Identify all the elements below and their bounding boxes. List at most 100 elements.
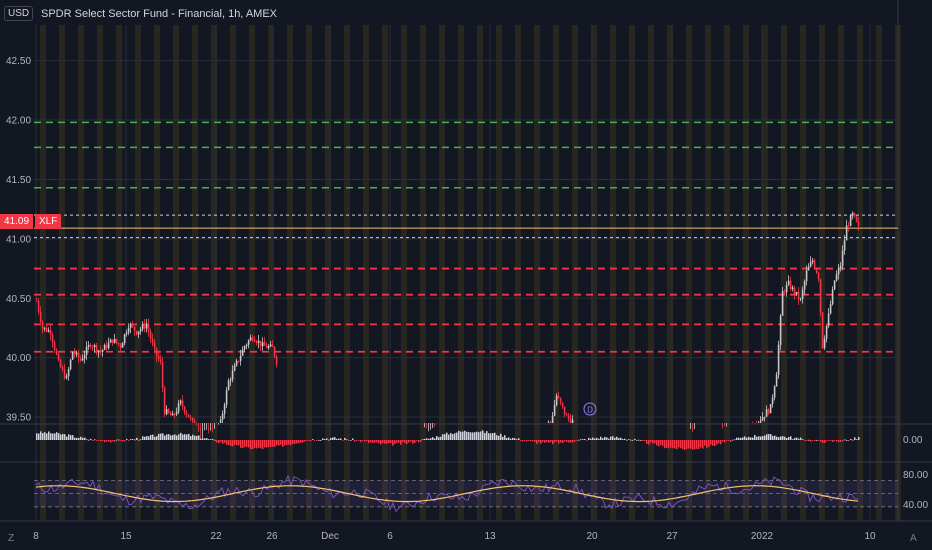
macd-bar bbox=[732, 439, 734, 441]
macd-bar bbox=[56, 432, 58, 440]
price-tick-label: 39.50 bbox=[6, 413, 31, 424]
candle-body bbox=[73, 352, 76, 355]
macd-bar bbox=[846, 439, 848, 441]
macd-bar bbox=[428, 438, 430, 440]
macd-bar bbox=[100, 440, 102, 442]
macd-bar bbox=[662, 440, 664, 446]
candle-body bbox=[107, 342, 110, 349]
macd-bar bbox=[116, 439, 118, 441]
auto-scale-button[interactable]: A bbox=[910, 533, 917, 544]
macd-bar bbox=[574, 440, 576, 442]
rsi-axis-label: 40.00 bbox=[903, 500, 928, 511]
macd-bar bbox=[618, 438, 620, 440]
macd-bar bbox=[820, 440, 822, 442]
macd-bar bbox=[90, 438, 92, 440]
macd-bar bbox=[234, 440, 236, 445]
currency-badge[interactable]: USD bbox=[4, 6, 34, 21]
macd-bar bbox=[512, 437, 514, 440]
candle-body bbox=[793, 287, 796, 295]
candle-body bbox=[81, 358, 84, 361]
candle-body bbox=[191, 417, 194, 421]
candle-body bbox=[797, 291, 800, 300]
macd-bar bbox=[168, 434, 170, 440]
macd-bar bbox=[858, 437, 860, 440]
macd-bar bbox=[818, 440, 820, 441]
macd-bar bbox=[738, 437, 740, 440]
macd-bar bbox=[522, 440, 524, 442]
macd-bar bbox=[580, 439, 582, 441]
macd-bar bbox=[502, 436, 504, 440]
session-band bbox=[515, 25, 521, 520]
candle-body bbox=[231, 370, 234, 380]
macd-bar bbox=[402, 440, 404, 443]
macd-bar bbox=[350, 439, 352, 441]
candle-body bbox=[159, 359, 162, 362]
macd-bar bbox=[676, 440, 678, 450]
candle-body bbox=[251, 337, 254, 340]
macd-bar bbox=[838, 440, 840, 443]
macd-bar bbox=[202, 438, 204, 440]
macd-bar bbox=[236, 440, 238, 446]
session-band bbox=[743, 25, 749, 520]
macd-bar bbox=[206, 438, 208, 440]
macd-bar bbox=[66, 436, 68, 440]
macd-bar bbox=[430, 438, 432, 440]
macd-bar bbox=[258, 440, 260, 448]
macd-bar bbox=[836, 440, 838, 442]
macd-bar bbox=[354, 440, 356, 442]
session-band bbox=[572, 25, 578, 520]
candle-body bbox=[189, 417, 192, 419]
candle-body bbox=[141, 324, 144, 330]
macd-bar bbox=[390, 440, 392, 443]
macd-bar bbox=[570, 440, 572, 443]
macd-bar bbox=[550, 440, 552, 443]
macd-bar bbox=[328, 439, 330, 441]
candle-body bbox=[227, 380, 230, 391]
candle-body bbox=[151, 338, 154, 343]
macd-bar bbox=[616, 436, 618, 440]
macd-bar bbox=[542, 440, 544, 442]
macd-bar bbox=[552, 440, 554, 445]
candle-body bbox=[83, 355, 86, 359]
session-band bbox=[249, 25, 255, 520]
candle-body bbox=[157, 356, 160, 360]
macd-bar bbox=[120, 440, 122, 441]
macd-bar bbox=[252, 440, 254, 450]
candle-body bbox=[845, 225, 848, 241]
macd-bar bbox=[368, 440, 370, 444]
macd-bar bbox=[50, 433, 52, 440]
macd-bar bbox=[594, 438, 596, 440]
session-band bbox=[78, 25, 84, 520]
macd-bar bbox=[644, 440, 646, 442]
macd-bar bbox=[410, 440, 412, 442]
macd-bar bbox=[784, 436, 786, 440]
macd-bar bbox=[854, 437, 856, 440]
candle-body bbox=[115, 338, 118, 343]
candle-body bbox=[243, 346, 246, 350]
session-band bbox=[97, 25, 103, 520]
session-band bbox=[325, 25, 331, 520]
macd-bar bbox=[496, 435, 498, 440]
macd-bar bbox=[194, 435, 196, 440]
macd-bar bbox=[118, 439, 120, 441]
macd-bar bbox=[42, 432, 44, 440]
rsi-panel bbox=[34, 474, 898, 513]
candle-body bbox=[59, 360, 62, 368]
macd-bar bbox=[704, 440, 706, 446]
macd-bar bbox=[198, 435, 200, 440]
macd-bar bbox=[554, 440, 556, 443]
macd-bar bbox=[510, 438, 512, 440]
candle-body bbox=[63, 369, 66, 379]
macd-bar bbox=[672, 440, 674, 449]
zoom-button[interactable]: Z bbox=[8, 533, 15, 544]
macd-bar bbox=[242, 440, 244, 449]
candle-body bbox=[129, 324, 132, 328]
session-band bbox=[230, 25, 236, 520]
session-band bbox=[173, 25, 179, 520]
session-band bbox=[192, 25, 198, 520]
candle-body bbox=[787, 280, 790, 285]
macd-bar bbox=[734, 439, 736, 441]
macd-bar bbox=[746, 437, 748, 440]
macd-bar bbox=[274, 440, 276, 447]
